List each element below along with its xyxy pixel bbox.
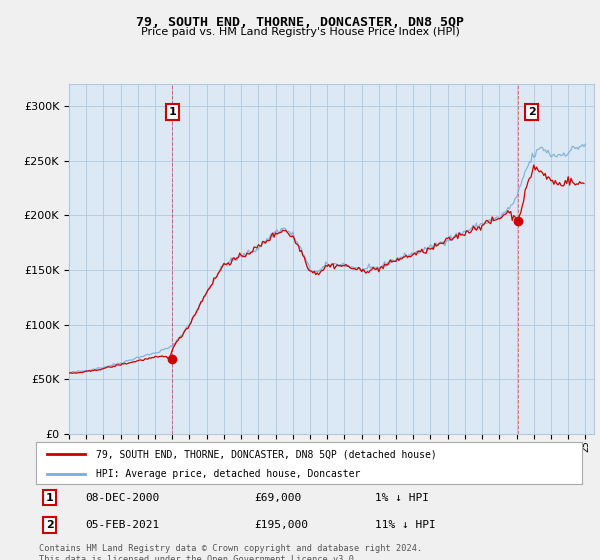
Text: 1: 1 — [46, 493, 53, 502]
Text: 79, SOUTH END, THORNE, DONCASTER, DN8 5QP: 79, SOUTH END, THORNE, DONCASTER, DN8 5Q… — [136, 16, 464, 29]
Text: 05-FEB-2021: 05-FEB-2021 — [85, 520, 160, 530]
Text: 08-DEC-2000: 08-DEC-2000 — [85, 493, 160, 502]
Text: 11% ↓ HPI: 11% ↓ HPI — [374, 520, 435, 530]
Text: HPI: Average price, detached house, Doncaster: HPI: Average price, detached house, Donc… — [96, 469, 361, 479]
Text: 2: 2 — [528, 107, 536, 117]
Text: 79, SOUTH END, THORNE, DONCASTER, DN8 5QP (detached house): 79, SOUTH END, THORNE, DONCASTER, DN8 5Q… — [96, 449, 437, 459]
Text: Price paid vs. HM Land Registry's House Price Index (HPI): Price paid vs. HM Land Registry's House … — [140, 27, 460, 37]
Text: 2: 2 — [46, 520, 53, 530]
Text: £69,000: £69,000 — [254, 493, 302, 502]
Text: Contains HM Land Registry data © Crown copyright and database right 2024.
This d: Contains HM Land Registry data © Crown c… — [39, 544, 422, 560]
Text: 1% ↓ HPI: 1% ↓ HPI — [374, 493, 428, 502]
Text: 1: 1 — [169, 107, 176, 117]
Text: £195,000: £195,000 — [254, 520, 308, 530]
